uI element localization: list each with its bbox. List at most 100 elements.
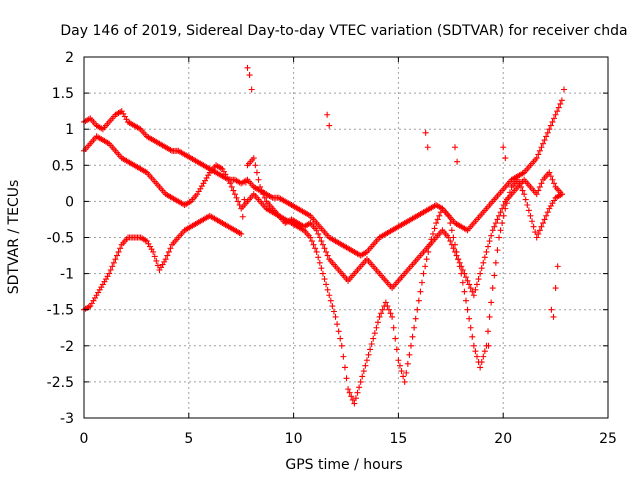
data-point xyxy=(483,248,490,255)
y-tick-label: 0.5 xyxy=(52,158,74,174)
data-point xyxy=(500,212,507,219)
data-point xyxy=(225,176,232,183)
data-point xyxy=(378,310,385,317)
data-point xyxy=(422,129,429,136)
data-point xyxy=(489,285,496,292)
data-point xyxy=(488,232,495,239)
data-point xyxy=(485,243,492,250)
data-point xyxy=(379,306,386,313)
data-point xyxy=(470,292,477,299)
data-point xyxy=(455,256,462,263)
data-point xyxy=(536,147,543,154)
data-point xyxy=(411,324,418,331)
data-point xyxy=(231,191,238,198)
data-point xyxy=(154,262,161,269)
x-tick-label: 20 xyxy=(494,431,512,447)
data-point xyxy=(117,245,124,252)
data-point xyxy=(470,342,477,349)
data-point xyxy=(496,234,503,241)
data-point xyxy=(109,263,116,270)
data-point xyxy=(477,270,484,277)
data-point xyxy=(257,183,264,190)
data-point xyxy=(398,368,405,375)
data-point xyxy=(555,104,562,111)
data-point xyxy=(429,230,436,237)
data-point xyxy=(538,223,545,230)
data-point xyxy=(461,288,468,295)
data-point xyxy=(459,279,466,286)
data-point xyxy=(418,279,425,286)
y-tick-label: -2.5 xyxy=(47,375,74,391)
data-point xyxy=(469,288,476,295)
data-point xyxy=(357,378,364,385)
data-point xyxy=(549,176,556,183)
data-point xyxy=(544,129,551,136)
data-point xyxy=(368,340,375,347)
data-point xyxy=(467,324,474,331)
data-points xyxy=(81,64,567,407)
data-point xyxy=(547,122,554,129)
data-point xyxy=(514,176,521,183)
data-point xyxy=(497,209,504,216)
data-point xyxy=(433,220,440,227)
data-point xyxy=(434,216,441,223)
data-point xyxy=(502,205,509,212)
data-point xyxy=(466,281,473,288)
data-point xyxy=(261,194,268,201)
data-point xyxy=(500,202,507,209)
data-point xyxy=(318,265,325,272)
data-point xyxy=(340,353,347,360)
data-point xyxy=(371,330,378,337)
data-point xyxy=(541,216,548,223)
data-point xyxy=(393,346,400,353)
x-tick-label: 25 xyxy=(599,431,617,447)
data-point xyxy=(431,225,438,232)
data-point xyxy=(253,169,260,176)
data-point xyxy=(167,245,174,252)
data-point xyxy=(332,313,339,320)
data-point xyxy=(560,86,567,93)
data-point xyxy=(445,212,452,219)
data-point xyxy=(162,256,169,263)
data-point xyxy=(486,238,493,245)
data-point xyxy=(492,259,499,266)
data-point xyxy=(499,220,506,227)
x-axis-label: GPS time / hours xyxy=(285,457,402,473)
data-point xyxy=(494,247,501,254)
data-point xyxy=(424,144,431,151)
data-point xyxy=(392,335,399,342)
data-point xyxy=(404,360,411,367)
data-point xyxy=(535,151,542,158)
data-point xyxy=(551,180,558,187)
data-point xyxy=(400,373,407,380)
data-point xyxy=(107,266,114,273)
data-point xyxy=(557,100,564,107)
axis-ticks: 0 5 10 15 20 25 -3 -2.5 -2 -1.5 -1 -0.5 0 0.5 1 1.5 2 xyxy=(47,50,617,447)
data-point xyxy=(524,202,531,209)
data-point xyxy=(543,133,550,140)
data-point xyxy=(525,207,532,214)
data-point xyxy=(448,227,455,234)
data-point xyxy=(151,253,158,260)
y-tick-label: 2 xyxy=(65,50,74,66)
data-point xyxy=(324,111,331,118)
data-point xyxy=(315,254,322,261)
data-point xyxy=(316,259,323,266)
data-point xyxy=(321,276,328,283)
data-point xyxy=(341,364,348,371)
data-point xyxy=(334,321,341,328)
data-point xyxy=(318,238,325,245)
data-point xyxy=(359,373,366,380)
y-axis-label: SDTVAR / TECUs xyxy=(6,180,22,295)
data-point xyxy=(538,144,545,151)
data-point xyxy=(456,263,463,270)
data-point xyxy=(481,254,488,261)
data-point xyxy=(316,234,323,241)
data-point xyxy=(436,212,443,219)
data-point xyxy=(337,335,344,342)
data-point xyxy=(323,248,330,255)
data-point xyxy=(389,313,396,320)
data-point xyxy=(415,297,422,304)
data-point xyxy=(558,191,565,198)
data-point xyxy=(453,248,460,255)
